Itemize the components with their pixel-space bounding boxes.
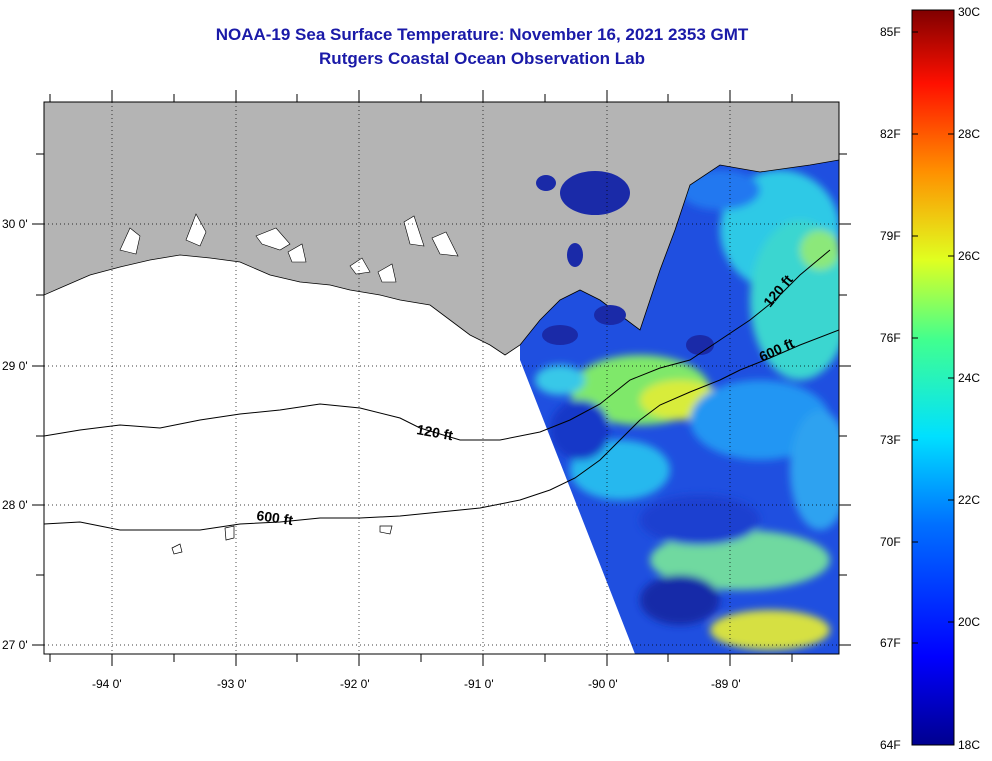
colorbar-c-label: 22C bbox=[958, 493, 980, 507]
colorbar-f-label: 64F bbox=[880, 738, 901, 752]
colorbar-f-label: 73F bbox=[880, 433, 901, 447]
lat-label: 28 0' bbox=[2, 498, 28, 512]
land-mass bbox=[44, 102, 839, 356]
colorbar-f-label: 70F bbox=[880, 535, 901, 549]
colorbar-f-label: 76F bbox=[880, 331, 901, 345]
lon-label: -94 0' bbox=[92, 677, 122, 691]
colorbar-c-label: 30C bbox=[958, 5, 980, 19]
contour-island-2 bbox=[224, 525, 235, 541]
lon-label: -89 0' bbox=[711, 677, 741, 691]
colorbar-f-label: 85F bbox=[880, 25, 901, 39]
lakes bbox=[119, 213, 459, 283]
colorbar-f-label: 67F bbox=[880, 636, 901, 650]
contour-label-600ft: 600 ft bbox=[256, 507, 295, 528]
contour-label-120ft: 120 ft bbox=[415, 421, 454, 443]
colorbar-f-label: 79F bbox=[880, 229, 901, 243]
colorbar-c-label: 18C bbox=[958, 738, 980, 752]
map-title: NOAA-19 Sea Surface Temperature: Novembe… bbox=[215, 25, 749, 44]
lat-label: 29 0' bbox=[2, 359, 28, 373]
frame-ticks bbox=[32, 90, 851, 666]
colorbar-f-label: 82F bbox=[880, 127, 901, 141]
contour-island-3 bbox=[379, 525, 393, 535]
colorbar-c-label: 26C bbox=[958, 249, 980, 263]
contour-600ft-line bbox=[44, 329, 839, 531]
lon-label: -93 0' bbox=[217, 677, 247, 691]
contour-120ft-line bbox=[44, 249, 831, 441]
lat-label: 27 0' bbox=[2, 638, 28, 652]
inland-water bbox=[536, 171, 714, 355]
lat-label: 30 0' bbox=[2, 217, 28, 231]
lon-label: -92 0' bbox=[340, 677, 370, 691]
colorbar bbox=[911, 9, 955, 746]
graticule bbox=[44, 102, 839, 654]
map-subtitle: Rutgers Coastal Ocean Observation Lab bbox=[319, 49, 645, 68]
colorbar-c-label: 28C bbox=[958, 127, 980, 141]
colorbar-c-label: 20C bbox=[958, 615, 980, 629]
contour-island-1 bbox=[171, 543, 183, 555]
colorbar-ticks bbox=[912, 31, 954, 644]
lon-label: -90 0' bbox=[588, 677, 618, 691]
lon-label: -91 0' bbox=[464, 677, 494, 691]
colorbar-c-label: 24C bbox=[958, 371, 980, 385]
